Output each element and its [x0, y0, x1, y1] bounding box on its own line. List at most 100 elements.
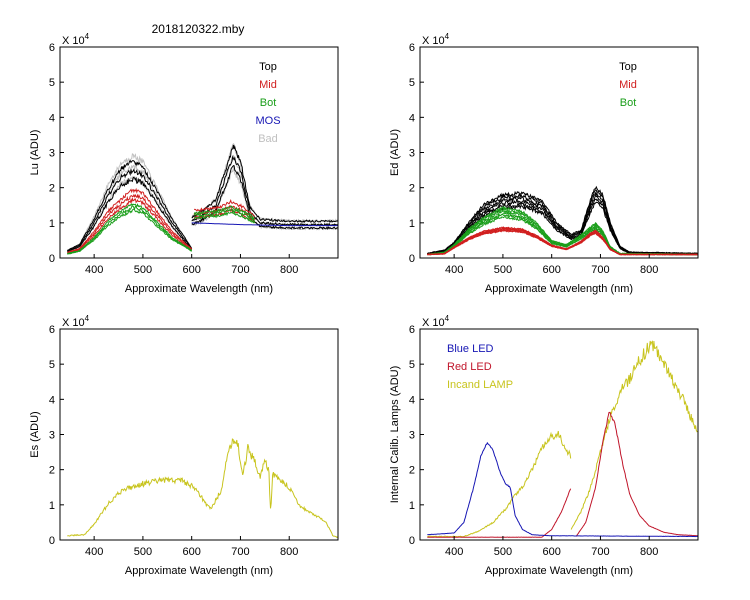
series-line-mid [427, 226, 698, 256]
y-tick-label: 5 [49, 359, 55, 371]
series-line-bad [67, 153, 193, 251]
series-line-top [191, 165, 339, 231]
series-line-mid [193, 204, 256, 221]
y-tick-label: 0 [409, 253, 415, 265]
y-tick-label: 1 [409, 500, 415, 512]
y-tick-label: 2 [49, 465, 55, 477]
series-line-bot [67, 208, 192, 255]
y-tick-label: 6 [49, 42, 55, 54]
x-tick-label: 400 [445, 546, 463, 558]
series-line-bot [67, 202, 193, 254]
series-line-incand-lamp [570, 340, 699, 530]
x-axis-label: Approximate Wavelength (nm) [485, 283, 633, 295]
x-tick-label: 600 [543, 546, 561, 558]
legend: Top Mid Bot [619, 61, 637, 109]
y-exponent-label: X 104 [62, 32, 90, 47]
series-line-red-led [575, 411, 698, 537]
axes-frame [59, 328, 339, 541]
series-group [427, 185, 699, 256]
y-tick-label: 4 [49, 394, 55, 406]
x-tick-label: 500 [134, 546, 152, 558]
x-axis-label: Approximate Wavelength (nm) [485, 565, 633, 577]
series-group [427, 340, 699, 538]
series-line-top [191, 155, 339, 227]
series-line-top [67, 176, 193, 253]
series-line-bot [193, 208, 256, 221]
chart-lu: 0 1 2 3 4 5 6 400 500 600 700 800 X 104 Approximate W… [29, 32, 339, 295]
y-tick-label: 2 [49, 183, 55, 195]
y-tick-label: 5 [49, 77, 55, 89]
y-tick-label: 1 [49, 218, 55, 230]
legend-item-mid: Mid [259, 79, 277, 91]
x-tick-label: 600 [183, 264, 201, 276]
series-line-es [67, 476, 212, 537]
y-tick-label: 3 [409, 430, 415, 442]
y-tick-label: 4 [409, 112, 415, 124]
y-tick-label: 0 [49, 535, 55, 547]
legend-item-bot: Bot [620, 97, 637, 109]
y-exponent-label: X 104 [422, 314, 450, 329]
y-tick-label: 2 [409, 183, 415, 195]
legend-item-top: Top [619, 61, 637, 73]
y-tick-label: 4 [49, 112, 55, 124]
series-line-mid [67, 193, 193, 254]
y-tick-label: 5 [409, 77, 415, 89]
x-axis-label: Approximate Wavelength (nm) [125, 565, 273, 577]
y-tick-label: 4 [409, 394, 415, 406]
legend-item-blue-led: Blue LED [447, 343, 494, 355]
x-tick-label: 800 [280, 546, 298, 558]
x-tick-label: 600 [183, 546, 201, 558]
series-group [66, 142, 339, 255]
x-tick-label: 500 [494, 546, 512, 558]
chart-es: 0 1 2 3 4 5 6 400 500 600 700 800 X 104 Approximate W… [29, 314, 339, 577]
legend-item-red-led: Red LED [447, 361, 492, 373]
x-tick-label: 800 [640, 264, 658, 276]
x-tick-label: 400 [85, 264, 103, 276]
y-tick-label: 6 [409, 324, 415, 336]
chart-ed: 0 1 2 3 4 5 6 400 500 600 700 800 X 104 Approximate W… [389, 32, 699, 295]
y-tick-label: 3 [49, 148, 55, 160]
series-line-mid [67, 187, 192, 253]
y-tick-label: 3 [49, 430, 55, 442]
y-tick-label: 2 [409, 465, 415, 477]
series-line-mid [193, 198, 256, 217]
series-line-mid [67, 197, 192, 254]
legend-item-mos: MOS [255, 115, 280, 127]
x-tick-label: 400 [445, 264, 463, 276]
y-tick-label: 5 [409, 359, 415, 371]
legend: Top Mid Bot MOS Bad [255, 61, 280, 145]
figure-title: 2018120322.mby [152, 22, 245, 36]
series-line-bot [67, 205, 192, 255]
x-tick-label: 500 [494, 264, 512, 276]
y-tick-label: 1 [49, 500, 55, 512]
x-tick-label: 700 [231, 546, 249, 558]
legend-item-incand-lamp: Incand LAMP [447, 379, 513, 391]
x-tick-label: 800 [280, 264, 298, 276]
y-tick-label: 0 [409, 535, 415, 547]
y-tick-label: 6 [409, 42, 415, 54]
x-axis-label: Approximate Wavelength (nm) [125, 283, 273, 295]
y-tick-label: 1 [409, 218, 415, 230]
y-axis-label: Es (ADU) [29, 411, 41, 457]
x-tick-label: 500 [134, 264, 152, 276]
chart-lamps: 0 1 2 3 4 5 6 400 500 600 700 800 X 104 Approximate W… [389, 314, 699, 577]
x-tick-label: 400 [85, 546, 103, 558]
legend-item-bot: Bot [260, 97, 277, 109]
series-line-red-led [427, 488, 572, 538]
y-exponent-label: X 104 [62, 314, 90, 329]
series-line-bot [193, 211, 256, 224]
x-tick-label: 700 [231, 264, 249, 276]
legend-item-top: Top [259, 61, 277, 73]
series-line-top [67, 159, 193, 251]
y-exponent-label: X 104 [422, 32, 450, 47]
series-line-es [210, 438, 339, 539]
y-tick-label: 6 [49, 324, 55, 336]
legend-item-mid: Mid [619, 79, 637, 91]
y-tick-label: 3 [409, 148, 415, 160]
series-group [67, 438, 339, 539]
y-axis-label: Lu (ADU) [29, 130, 41, 176]
y-axis-label: Ed (ADU) [389, 129, 401, 176]
x-tick-label: 800 [640, 546, 658, 558]
legend-item-bad: Bad [258, 133, 278, 145]
